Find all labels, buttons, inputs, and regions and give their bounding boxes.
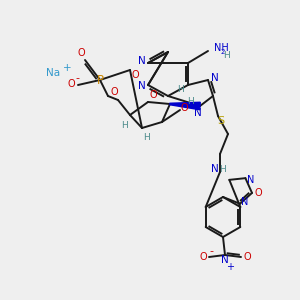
Text: O: O [243,252,251,262]
Text: N: N [194,108,202,118]
Text: N: N [241,197,249,207]
Text: P: P [97,74,104,86]
Text: 2: 2 [221,49,225,55]
Text: Na: Na [46,68,60,78]
Text: -: - [75,73,79,83]
Text: H: H [220,164,226,173]
Text: N: N [211,73,219,83]
Text: O: O [110,87,118,97]
Text: H: H [187,98,194,106]
Text: O: O [254,188,262,198]
Text: N: N [138,81,146,91]
Text: O: O [180,103,188,113]
Text: H: H [144,133,150,142]
Text: O: O [67,79,75,89]
Text: O: O [149,90,157,100]
Text: H: H [122,121,128,130]
Text: N: N [211,164,219,174]
Text: +: + [63,63,71,73]
Text: O: O [77,48,85,58]
Text: N: N [221,255,229,265]
Text: S: S [218,116,225,126]
Text: +: + [226,262,234,272]
Polygon shape [170,102,200,110]
Text: H: H [177,85,183,94]
Text: H: H [224,50,230,59]
Text: N: N [247,175,254,185]
Text: O: O [131,70,139,80]
Text: NH: NH [214,43,229,53]
Text: O: O [199,252,207,262]
Text: N: N [138,56,146,66]
Text: -: - [209,246,213,256]
